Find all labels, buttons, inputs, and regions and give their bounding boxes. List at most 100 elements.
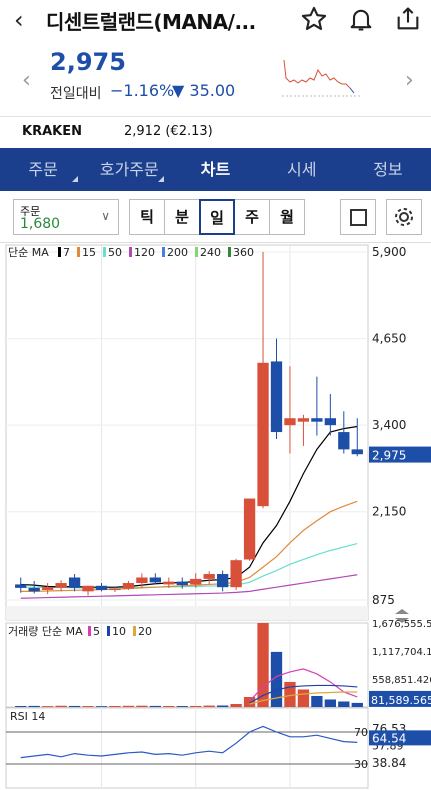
tab-0[interactable]: 주문 <box>0 148 86 191</box>
mini-sparkline[interactable] <box>282 56 360 102</box>
order-value: 1,680 <box>20 216 61 232</box>
volume-bar <box>203 705 215 707</box>
legend-label: 20 <box>138 625 152 638</box>
volume-legend-prefix: 거래량 단순 MA <box>8 625 83 638</box>
candle-body <box>338 432 350 450</box>
change-amount: ▼ 35.00 <box>172 81 236 100</box>
volume-bar <box>122 705 135 707</box>
volume-bar <box>217 705 229 707</box>
candle-body <box>28 587 40 592</box>
volume-bar <box>257 623 269 707</box>
volume-bar <box>324 699 336 707</box>
tab-1[interactable]: 호가주문 <box>86 148 172 191</box>
period-1[interactable]: 분 <box>164 199 200 235</box>
volume-bar <box>109 705 121 707</box>
rsi-line <box>20 725 358 759</box>
legend-swatch <box>228 247 231 257</box>
period-3[interactable]: 주 <box>234 199 270 235</box>
rsi-current-label: 64.54 <box>372 731 406 745</box>
period-0[interactable]: 틱 <box>129 199 165 235</box>
x-axis-band <box>6 606 368 620</box>
tab-label: 차트 <box>200 160 231 179</box>
candle-body <box>217 574 229 588</box>
vol-ma20-line <box>249 691 358 705</box>
exchange-value: 2,912 (€2.13) <box>124 124 213 139</box>
ma120-line <box>20 574 358 599</box>
expand-button[interactable] <box>340 199 376 235</box>
price-chart[interactable]: 2021-10-202021-10-272021-11-035,9004,650… <box>0 243 431 790</box>
volume-bar <box>42 706 54 707</box>
candle-body <box>149 577 161 583</box>
change-label: 전일대비 <box>50 86 102 102</box>
rsi-tick-label: 70 <box>354 726 368 739</box>
period-2[interactable]: 일 <box>199 199 235 235</box>
prev-arrow-icon[interactable]: ‹ <box>22 68 31 93</box>
candle-body <box>284 418 296 426</box>
tab-label: 호가주문 <box>99 160 159 179</box>
candle-body <box>257 362 269 507</box>
volume-bar <box>82 706 94 707</box>
tab-2[interactable]: 차트 <box>172 148 258 191</box>
legend-label: 10 <box>112 625 126 638</box>
rsi-label: RSI 14 <box>10 710 45 723</box>
legend-label: 7 <box>63 246 70 259</box>
rsi-value-label: 38.84 <box>372 756 406 770</box>
chevron-down-icon: ∨ <box>101 209 110 223</box>
current-price-marker <box>369 446 431 463</box>
candle-body <box>68 577 81 588</box>
exchange-row: KRAKEN 2,912 (€2.13) <box>0 116 431 146</box>
volume-bar <box>15 705 27 707</box>
next-arrow-icon[interactable]: › <box>405 68 414 93</box>
volume-bar <box>297 689 310 707</box>
chevron-left-icon[interactable]: ‹ <box>14 6 24 34</box>
price-tick-label: 5,900 <box>372 245 406 259</box>
square-icon <box>350 209 367 226</box>
candle-body <box>95 585 108 590</box>
candle-body <box>163 581 175 585</box>
vol-ma10-line <box>249 684 358 704</box>
ma7-line <box>20 425 358 588</box>
candle-body <box>55 583 67 588</box>
order-dropdown[interactable]: 주문 1,680 ∨ <box>13 199 119 235</box>
legend-swatch <box>103 247 106 257</box>
legend-swatch <box>77 247 80 257</box>
volume-tick-label: 1,117,704.144 <box>372 647 431 658</box>
rsi-current-marker <box>369 730 431 746</box>
app-header: ‹ 디센트럴랜드(MANA/... <box>0 0 431 38</box>
volume-bar <box>284 681 296 707</box>
legend-label: 5 <box>93 625 100 638</box>
candle-body <box>109 588 121 591</box>
candle-body <box>82 585 94 592</box>
share-icon[interactable] <box>394 5 422 33</box>
candle-body <box>190 578 202 585</box>
volume-current-marker <box>369 690 431 707</box>
candle-body <box>42 587 54 590</box>
volume-bar <box>149 705 161 707</box>
volume-bar <box>230 703 242 707</box>
price-tick-label: 875 <box>372 593 395 607</box>
volume-bar <box>68 705 81 707</box>
star-icon[interactable] <box>300 5 328 33</box>
legend-label: 200 <box>167 246 188 259</box>
legend-swatch <box>58 247 61 257</box>
dropdown-triangle-icon <box>158 176 165 182</box>
page-title: 디센트럴랜드(MANA/... <box>46 10 256 34</box>
volume-bar <box>338 701 350 707</box>
pane-resize-icon <box>395 609 409 623</box>
settings-button[interactable] <box>386 199 422 235</box>
period-4[interactable]: 월 <box>269 199 305 235</box>
candle-body <box>136 577 148 584</box>
tab-4[interactable]: 정보 <box>345 148 431 191</box>
legend-swatch <box>129 247 132 257</box>
price-tick-label: 2,150 <box>372 505 406 519</box>
price-tick-label: 3,400 <box>372 418 406 432</box>
volume-bar <box>351 702 363 707</box>
bell-icon[interactable] <box>347 5 375 33</box>
candle-body <box>230 560 242 588</box>
legend-label: 15 <box>82 246 96 259</box>
legend-label: 360 <box>233 246 254 259</box>
candle-body <box>176 581 188 586</box>
volume-bar <box>176 706 188 707</box>
tab-3[interactable]: 시세 <box>259 148 345 191</box>
